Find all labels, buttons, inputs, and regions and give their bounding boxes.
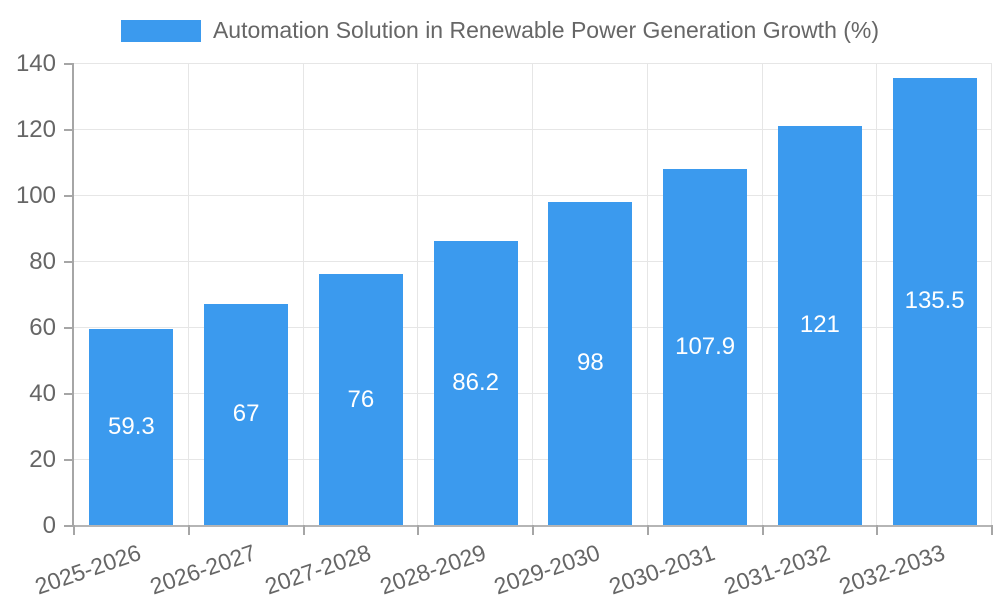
x-tick-mark	[647, 525, 649, 535]
gridline-vertical	[876, 63, 877, 525]
x-tick-mark	[73, 525, 75, 535]
y-tick-label: 120	[15, 116, 56, 143]
gridline-vertical	[188, 63, 189, 525]
y-axis-line	[72, 63, 74, 525]
y-tick-mark	[64, 261, 74, 263]
bar-value-label: 59.3	[108, 413, 155, 441]
gridline-horizontal	[74, 393, 992, 394]
gridline-vertical	[991, 63, 992, 525]
y-tick-mark	[64, 459, 74, 461]
gridline-horizontal	[74, 129, 992, 130]
gridline-vertical	[762, 63, 763, 525]
bar-value-label: 107.9	[675, 332, 736, 360]
y-tick-label: 20	[29, 446, 56, 473]
y-tick-mark	[64, 393, 74, 395]
bar-value-label: 121	[799, 311, 840, 339]
gridline-horizontal	[74, 195, 992, 196]
bar-value-label: 98	[577, 349, 604, 377]
bar: 67	[204, 303, 289, 525]
y-tick-mark	[64, 525, 74, 527]
y-tick-label: 40	[29, 380, 56, 407]
bar-value-label: 135.5	[904, 287, 965, 315]
legend-swatch	[120, 19, 201, 42]
plot-area: 59.3 67 76 86.2 98 107.9 121 135.5	[74, 63, 992, 525]
bar-value-label: 86.2	[452, 368, 499, 396]
bar: 121	[777, 125, 862, 525]
y-tick-label: 140	[15, 50, 56, 77]
bar: 107.9	[663, 168, 748, 525]
bar: 86.2	[433, 240, 518, 525]
bar: 98	[548, 201, 633, 525]
bar: 76	[318, 274, 403, 525]
gridline-vertical	[417, 63, 418, 525]
y-tick-label: 80	[29, 248, 56, 275]
x-tick-mark	[762, 525, 764, 535]
bar: 59.3	[89, 329, 174, 525]
x-tick-mark	[417, 525, 419, 535]
gridline-horizontal	[74, 459, 992, 460]
y-tick-label: 60	[29, 314, 56, 341]
gridline-horizontal	[74, 63, 992, 64]
y-tick-mark	[64, 63, 74, 65]
y-tick-mark	[64, 327, 74, 329]
y-tick-mark	[64, 129, 74, 131]
gridline-vertical	[532, 63, 533, 525]
gridline-vertical	[303, 63, 304, 525]
y-tick-mark	[64, 195, 74, 197]
x-tick-mark	[876, 525, 878, 535]
x-tick-mark	[991, 525, 993, 535]
legend-label: Automation Solution in Renewable Power G…	[212, 17, 880, 43]
gridline-horizontal	[74, 261, 992, 262]
y-tick-label: 100	[15, 182, 56, 209]
x-tick-mark	[303, 525, 305, 535]
x-tick-mark	[532, 525, 534, 535]
x-tick-mark	[188, 525, 190, 535]
y-tick-label: 0	[42, 512, 56, 539]
legend-item[interactable]: Automation Solution in Renewable Power G…	[0, 17, 1000, 44]
bar: 135.5	[892, 77, 977, 525]
bar-value-label: 67	[232, 400, 260, 428]
gridline-horizontal	[74, 327, 992, 328]
gridline-vertical	[647, 63, 648, 525]
bar-value-label: 76	[347, 385, 375, 413]
